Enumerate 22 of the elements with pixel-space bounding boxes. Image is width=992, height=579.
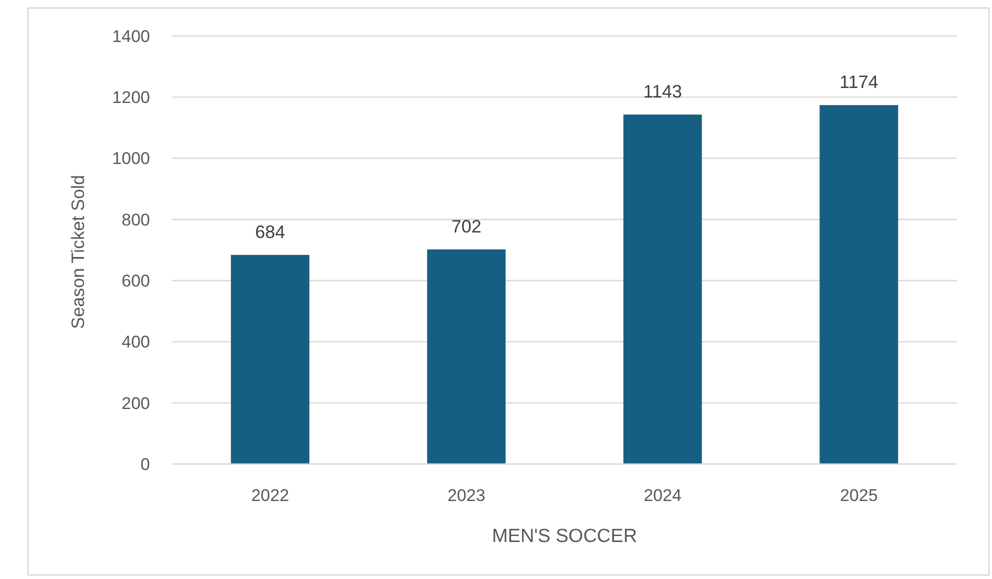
data-label: 684 (255, 222, 286, 242)
y-tick-label: 1200 (112, 88, 150, 108)
y-tick-label: 0 (140, 454, 150, 474)
x-tick-label: 2022 (251, 486, 290, 505)
data-label: 1174 (840, 72, 878, 92)
bar (623, 114, 702, 464)
y-axis-title: Season Ticket Sold (68, 174, 88, 330)
y-tick-label: 400 (122, 332, 150, 352)
y-tick-label: 200 (122, 394, 150, 413)
bar (820, 105, 898, 464)
y-tick-label: 800 (122, 210, 150, 230)
x-tick-label: 2024 (644, 486, 682, 505)
bar (427, 249, 506, 464)
x-axis-title: MEN'S SOCCER (492, 526, 638, 547)
bar (230, 254, 310, 464)
data-label: 702 (451, 216, 482, 236)
x-tick-label: 2023 (447, 486, 486, 505)
x-tick-label: 2025 (840, 486, 878, 505)
y-tick-label: 1000 (112, 149, 150, 168)
data-label: 1143 (643, 82, 682, 102)
y-tick-label: 1400 (112, 26, 150, 46)
y-tick-label: 600 (122, 272, 150, 291)
